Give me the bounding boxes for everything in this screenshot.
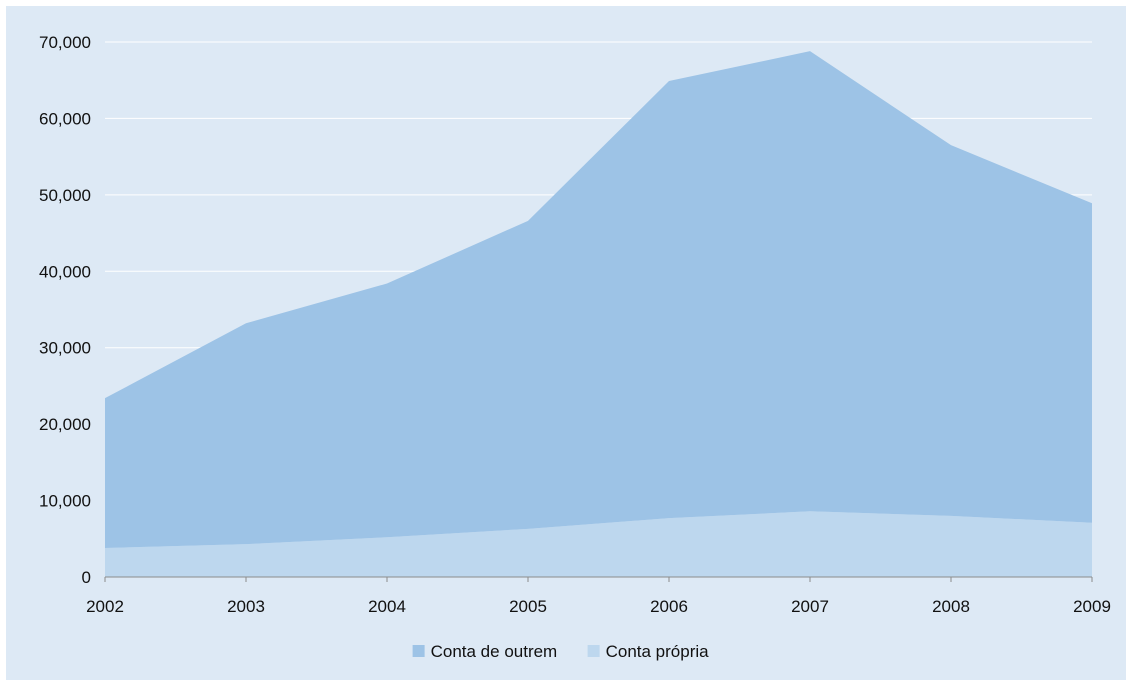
y-tick-label: 40,000	[39, 262, 91, 281]
x-tick-label: 2005	[509, 597, 547, 616]
series-areas	[105, 51, 1092, 577]
x-tick-label: 2007	[791, 597, 829, 616]
area-chart: 0 10,000 20,000 30,000 40,000 50,000 60,000 70,…	[39, 33, 1111, 661]
x-tick-label: 2008	[932, 597, 970, 616]
series-area-conta-propria	[105, 511, 1092, 577]
x-tick-label: 2002	[86, 597, 124, 616]
x-tick-label: 2003	[227, 597, 265, 616]
legend-swatch-conta-de-outrem	[412, 645, 425, 657]
x-tick-label: 2009	[1073, 597, 1111, 616]
legend: Conta de outrem Conta própria	[412, 642, 710, 661]
x-tick-label: 2004	[368, 597, 406, 616]
chart-frame: 0 10,000 20,000 30,000 40,000 50,000 60,000 70,…	[6, 6, 1126, 680]
y-tick-label: 30,000	[39, 339, 91, 358]
y-tick-label: 20,000	[39, 415, 91, 434]
y-tick-label: 0	[82, 568, 91, 587]
legend-label-conta-de-outrem: Conta de outrem	[431, 642, 558, 661]
legend-label-conta-propria: Conta própria	[606, 642, 710, 661]
series-area-conta-de-outrem	[105, 51, 1092, 548]
y-tick-label: 50,000	[39, 186, 91, 205]
y-tick-label: 70,000	[39, 33, 91, 52]
x-tick-label: 2006	[650, 597, 688, 616]
legend-swatch-conta-propria	[587, 645, 600, 657]
y-tick-label: 10,000	[39, 492, 91, 511]
y-tick-label: 60,000	[39, 109, 91, 128]
axes: 0 10,000 20,000 30,000 40,000 50,000 60,000 70,…	[39, 33, 1111, 616]
